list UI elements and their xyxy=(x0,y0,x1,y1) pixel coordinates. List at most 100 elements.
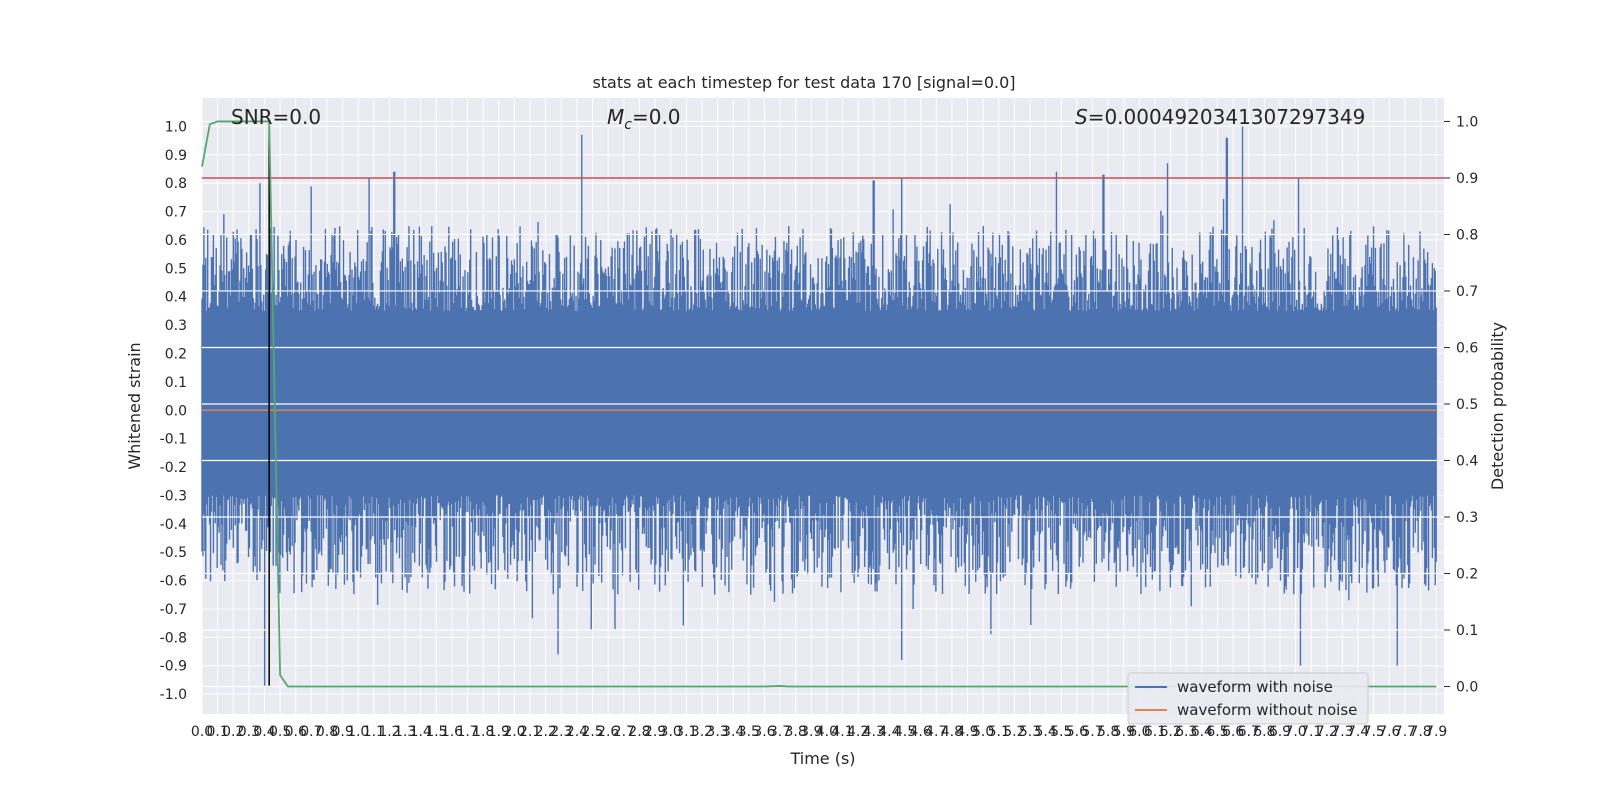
x-tick-label: 0.7 xyxy=(300,724,322,740)
y-left-tick-label: 0.8 xyxy=(165,176,187,192)
x-tick-label: 0.2 xyxy=(222,724,244,740)
x-tick-label: 7.1 xyxy=(1300,724,1322,740)
y-left-tick-label: 0.5 xyxy=(165,261,187,277)
x-tick-label: 4.9 xyxy=(956,724,978,740)
x-tick-label: 6.3 xyxy=(1175,724,1197,740)
y-right-tick-label: 0.2 xyxy=(1456,566,1478,582)
x-tick-label: 0.8 xyxy=(316,724,338,740)
y-left-tick-label: -0.3 xyxy=(160,488,187,504)
x-tick-label: 6.1 xyxy=(1144,724,1166,740)
y-right-tick-label: 1.0 xyxy=(1456,114,1478,130)
x-tick-label: 5.9 xyxy=(1113,724,1135,740)
x-tick-label: 2.1 xyxy=(519,724,541,740)
y-right-tick-label: 0.8 xyxy=(1456,227,1478,243)
x-tick-label: 1.2 xyxy=(378,724,400,740)
y-left-tick-label: 0.0 xyxy=(165,403,187,419)
x-tick-label: 0.1 xyxy=(206,724,228,740)
x-tick-label: 4.1 xyxy=(831,724,853,740)
x-tick-label: 6.7 xyxy=(1238,724,1260,740)
x-tick-label: 7.3 xyxy=(1331,724,1353,740)
y-left-tick-label: 0.9 xyxy=(165,148,187,164)
x-tick-label: 4.6 xyxy=(910,724,932,740)
annotation-mc-subscript: c xyxy=(624,117,632,133)
legend-label-noise: waveform with noise xyxy=(1177,678,1333,696)
x-tick-label: 1.8 xyxy=(472,724,494,740)
x-tick-label: 4.3 xyxy=(863,724,885,740)
annotation-s-symbol: S xyxy=(1075,105,1088,129)
annotation-snr: SNR=0.0 xyxy=(231,105,321,129)
x-tick-label: 5.8 xyxy=(1097,724,1119,740)
legend-box xyxy=(1127,672,1369,725)
x-tick-label: 7.2 xyxy=(1316,724,1338,740)
y-left-tick-label: -0.9 xyxy=(160,659,187,675)
x-tick-label: 4.2 xyxy=(847,724,869,740)
x-tick-label: 6.6 xyxy=(1222,724,1244,740)
x-tick-label: 3.9 xyxy=(800,724,822,740)
y-left-tick-label: -0.5 xyxy=(160,545,187,561)
x-tick-label: 2.6 xyxy=(597,724,619,740)
x-tick-label: 3.7 xyxy=(769,724,791,740)
x-tick-label: 4.0 xyxy=(816,724,838,740)
x-tick-label: 2.2 xyxy=(535,724,557,740)
x-tick-label: 0.4 xyxy=(253,724,275,740)
x-tick-label: 6.0 xyxy=(1128,724,1150,740)
x-tick-label: 2.8 xyxy=(628,724,650,740)
y-left-tick-label: -0.6 xyxy=(160,574,187,590)
y-right-tick-label: 0.1 xyxy=(1456,623,1478,639)
y-left-tick-label: 0.1 xyxy=(165,375,187,391)
x-tick-label: 5.7 xyxy=(1081,724,1103,740)
x-tick-label: 4.7 xyxy=(925,724,947,740)
annotation-mc-symbol: M xyxy=(607,105,624,129)
x-tick-label: 6.9 xyxy=(1269,724,1291,740)
x-tick-label: 5.2 xyxy=(1003,724,1025,740)
y-right-tick-label: 0.0 xyxy=(1456,679,1478,695)
x-tick-label: 3.8 xyxy=(785,724,807,740)
y-right-tick-label: 0.4 xyxy=(1456,453,1478,469)
x-tick-label: 1.0 xyxy=(347,724,369,740)
x-tick-label: 6.4 xyxy=(1191,724,1213,740)
x-tick-label: 3.4 xyxy=(722,724,744,740)
x-axis-label: Time (s) xyxy=(789,749,855,768)
x-tick-label: 7.8 xyxy=(1409,724,1431,740)
x-tick-label: 3.2 xyxy=(691,724,713,740)
x-tick-label: 6.2 xyxy=(1159,724,1181,740)
x-tick-label: 1.4 xyxy=(410,724,432,740)
annotation-mc-value: =0.0 xyxy=(632,105,681,129)
x-tick-label: 7.0 xyxy=(1284,724,1306,740)
x-tick-label: 2.4 xyxy=(566,724,588,740)
x-tick-label: 5.6 xyxy=(1066,724,1088,740)
x-tick-label: 1.9 xyxy=(488,724,510,740)
x-tick-label: 0.9 xyxy=(331,724,353,740)
x-tick-label: 5.1 xyxy=(988,724,1010,740)
x-tick-label: 3.1 xyxy=(675,724,697,740)
annotation-s-value: =0.0004920341307297349 xyxy=(1088,105,1366,129)
x-tick-label: 3.6 xyxy=(753,724,775,740)
x-tick-label: 2.7 xyxy=(613,724,635,740)
y-left-tick-label: -0.1 xyxy=(160,432,187,448)
x-tick-label: 1.5 xyxy=(425,724,447,740)
y-right-tick-label: 0.3 xyxy=(1456,510,1478,526)
legend: waveform with noise waveform without noi… xyxy=(1127,672,1369,725)
x-tick-label: 7.4 xyxy=(1347,724,1369,740)
legend-label-clean: waveform without noise xyxy=(1177,701,1357,719)
y-left-tick-label: -1.0 xyxy=(160,687,187,703)
x-tick-label: 1.3 xyxy=(394,724,416,740)
y-right-tick-label: 0.9 xyxy=(1456,171,1478,187)
y-left-tick-label: -0.2 xyxy=(160,460,187,476)
y-right-tick-label: 0.7 xyxy=(1456,284,1478,300)
x-tick-label: 2.3 xyxy=(550,724,572,740)
y-axis-left-label: Whitened strain xyxy=(125,342,144,469)
y-right-tick-label: 0.5 xyxy=(1456,397,1478,413)
x-tick-label: 1.7 xyxy=(456,724,478,740)
x-tick-label: 0.5 xyxy=(269,724,291,740)
x-tick-label: 1.6 xyxy=(441,724,463,740)
y-left-tick-label: 0.4 xyxy=(165,290,187,306)
x-tick-label: 2.9 xyxy=(644,724,666,740)
y-left-tick-label: 0.2 xyxy=(165,346,187,362)
x-tick-label: 2.5 xyxy=(581,724,603,740)
chart-title: stats at each timestep for test data 170… xyxy=(592,73,1015,92)
y-left-tick-label: 0.7 xyxy=(165,205,187,221)
y-left-tick-label: 0.3 xyxy=(165,318,187,334)
x-tick-label: 7.7 xyxy=(1394,724,1416,740)
